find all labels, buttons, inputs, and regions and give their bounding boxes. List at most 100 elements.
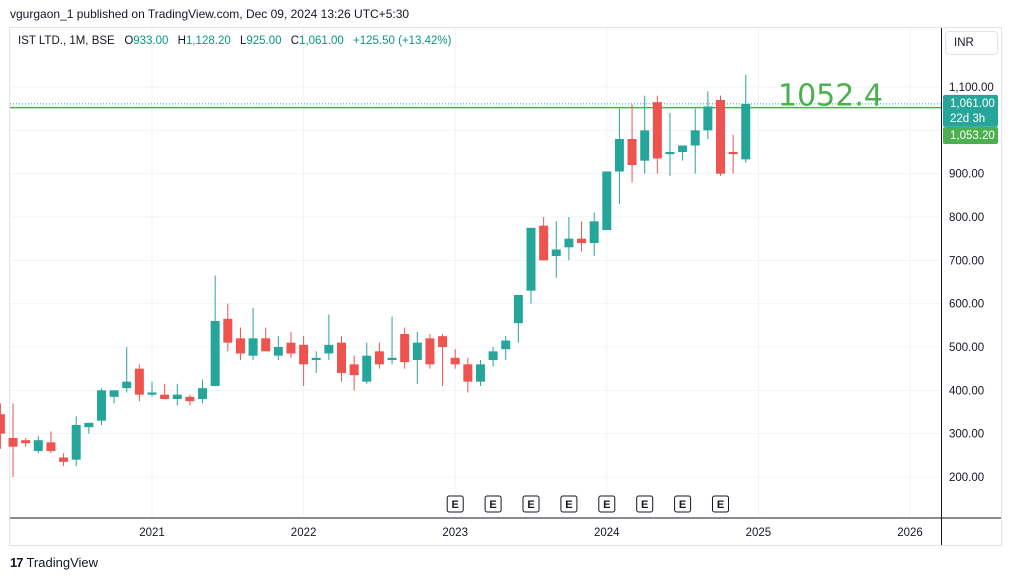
candle[interactable] [627,139,637,165]
candle[interactable] [665,152,675,155]
legend-open-label: O [124,35,134,47]
candle[interactable] [362,355,372,382]
candle[interactable] [46,442,56,451]
currency-button[interactable]: INR [945,31,998,55]
tradingview-logo[interactable]: 17 TradingView [10,555,98,570]
candle[interactable] [134,368,144,395]
candle[interactable] [33,440,43,451]
candle[interactable] [337,342,346,373]
candle[interactable] [551,249,561,257]
publish-caption: vgurgaon_1 published on TradingView.com,… [10,7,410,21]
earnings-marker[interactable] [560,495,578,513]
earnings-marker[interactable] [674,495,692,513]
candle[interactable] [539,225,549,261]
earnings-marker-label: E [565,499,572,511]
candle[interactable] [210,321,220,386]
earnings-marker-label: E [717,499,724,511]
candle[interactable] [273,347,283,356]
candle[interactable] [198,388,208,399]
candle[interactable] [185,396,195,402]
legend-high-label: H [177,35,186,47]
candle[interactable] [261,338,271,352]
candle[interactable] [59,457,69,462]
x-tick-label: 2025 [746,527,772,539]
earnings-marker-label: E [603,499,610,511]
earnings-marker[interactable] [446,495,464,513]
legend-open: 933.00 [133,35,169,47]
candle[interactable] [387,357,397,360]
earnings-marker-label: E [641,499,648,511]
earnings-marker[interactable] [636,495,654,513]
y-tick-label: 1,100.00 [949,82,994,94]
candle[interactable] [160,394,170,399]
legend-symbol[interactable]: IST LTD., 1M, BSE [18,35,115,47]
earnings-marker[interactable] [712,495,729,513]
candle[interactable] [728,152,738,155]
y-tick-label: 500.00 [949,342,984,354]
candle[interactable] [223,318,233,343]
last-price-value: 1,061.00 [950,98,995,110]
candle[interactable] [374,351,384,365]
candle[interactable] [349,364,359,376]
legend-low-label: L [239,35,247,47]
earnings-marker-label: E [452,499,459,511]
earnings-marker[interactable] [484,495,502,513]
candle[interactable] [286,342,296,354]
earnings-marker[interactable] [598,495,616,513]
legend-change: +125.50 (+13.42%) [353,35,452,47]
candle[interactable] [248,338,258,356]
candle[interactable] [109,390,119,397]
candle[interactable] [678,145,688,153]
candle[interactable] [412,342,422,360]
candle[interactable] [589,221,599,243]
legend-close: 1,061.00 [299,35,344,47]
horizontal-line-tag-value: 1,053.20 [950,130,995,142]
candle[interactable] [425,338,435,365]
y-tick-label: 700.00 [949,255,984,267]
candle[interactable] [450,357,460,365]
candle[interactable] [438,336,448,347]
candle[interactable] [526,227,536,291]
y-tick-label: 400.00 [949,385,984,397]
candle[interactable] [324,344,334,354]
horizontal-line-tag [943,127,998,144]
candle[interactable] [564,238,574,248]
legend-low: 925.00 [246,35,282,47]
candle[interactable] [71,425,81,460]
candle[interactable] [21,440,31,444]
candle[interactable] [400,334,410,363]
horizontal-line-label: 1052.4 [778,79,883,114]
candle[interactable] [501,340,511,350]
candle[interactable] [122,381,132,389]
candle[interactable] [716,100,725,174]
candle[interactable] [741,103,751,160]
legend-high: 1,128.20 [185,35,231,47]
candle[interactable] [311,357,321,360]
earnings-marker-label: E [489,499,496,511]
candle[interactable] [602,171,612,231]
candle[interactable] [652,102,662,159]
candle[interactable] [235,338,245,354]
candle[interactable] [640,130,650,161]
candle[interactable] [0,414,5,434]
legend-close-label: C [290,35,300,47]
candle[interactable] [299,344,309,365]
candle[interactable] [147,392,157,395]
candle[interactable] [577,238,587,243]
candle[interactable] [96,390,106,421]
candle[interactable] [513,295,523,324]
candle[interactable] [475,364,485,382]
candle[interactable] [463,364,473,382]
candle[interactable] [690,130,700,146]
x-tick-label: 2026 [897,527,923,539]
earnings-marker[interactable] [522,495,540,513]
candle[interactable] [488,351,498,360]
candle[interactable] [172,394,182,399]
x-tick-label: 2023 [442,527,468,539]
candle[interactable] [84,422,94,428]
y-tick-label: 300.00 [949,429,984,441]
candle[interactable] [703,106,713,131]
candle[interactable] [614,139,624,172]
candle[interactable] [8,438,18,447]
